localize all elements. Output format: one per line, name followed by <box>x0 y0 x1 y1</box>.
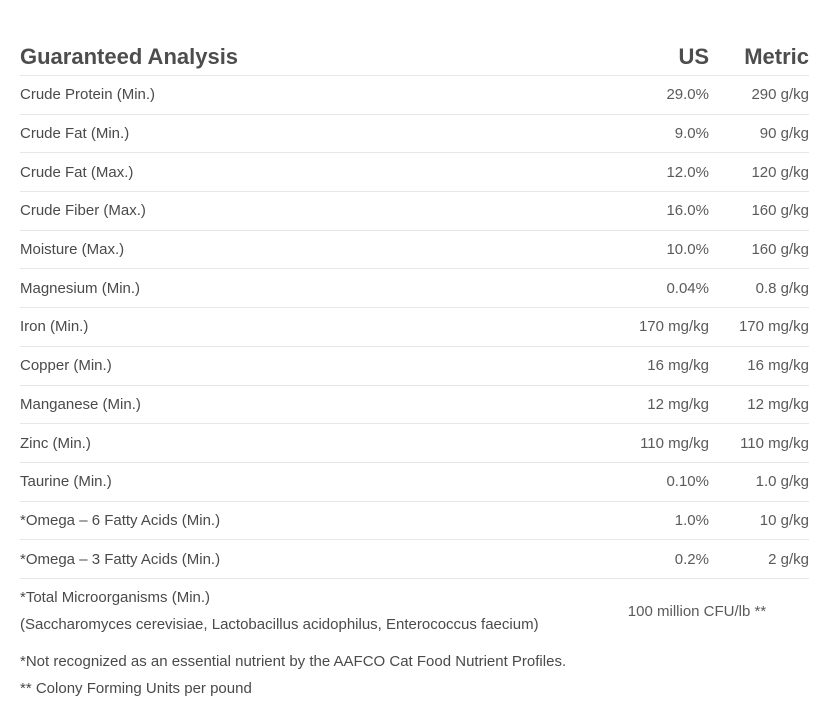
table-header: Guaranteed Analysis US Metric <box>20 38 809 76</box>
metric-value: 120 g/kg <box>751 163 809 181</box>
us-value: 12 mg/kg <box>647 395 709 413</box>
metric-value: 16 mg/kg <box>747 357 809 375</box>
table-row: Crude Fat (Max.) 12.0% 120 g/kg <box>20 153 809 193</box>
footnote-cfu: ** Colony Forming Units per pound <box>20 680 252 697</box>
nutrient-name: Magnesium (Min.) <box>20 279 141 297</box>
table-row: Iron (Min.) 170 mg/kg 170 mg/kg <box>20 308 809 347</box>
metric-value: 0.8 g/kg <box>755 279 809 297</box>
nutrient-name: Taurine (Min.) <box>20 473 112 491</box>
nutrient-name: *Omega – 6 Fatty Acids (Min.) <box>20 511 221 529</box>
nutrient-name: Moisture (Max.) <box>20 241 125 259</box>
metric-value: 1.0 g/kg <box>755 473 809 491</box>
metric-value: 2 g/kg <box>768 550 809 568</box>
nutrient-name: Manganese (Min.) <box>20 395 141 413</box>
metric-value: 160 g/kg <box>751 202 809 220</box>
footnotes: *Not recognized as an essential nutrient… <box>20 648 566 702</box>
metric-value: 290 g/kg <box>751 86 809 104</box>
footnote-essential-nutrient: *Not recognized as an essential nutrient… <box>20 653 567 670</box>
metric-value: 12 mg/kg <box>747 395 809 413</box>
nutrient-name: Zinc (Min.) <box>20 434 91 452</box>
us-value: 10.0% <box>666 241 709 259</box>
us-column-header: US <box>678 43 709 69</box>
us-value: 0.10% <box>666 473 709 491</box>
us-value: 1.0% <box>674 511 709 529</box>
table-row: Crude Fat (Min.) 9.0% 90 g/kg <box>20 115 809 154</box>
microorganisms-detail: (Saccharomyces cerevisiae, Lactobacillus… <box>20 616 539 634</box>
microorganisms-description: *Total Microorganisms (Min.) (Saccharomy… <box>20 584 597 638</box>
table-row: Moisture (Max.) 10.0% 160 g/kg <box>20 231 809 270</box>
us-value: 16.0% <box>666 202 709 220</box>
nutrient-name: Crude Fat (Max.) <box>20 163 134 181</box>
us-value: 170 mg/kg <box>638 318 709 336</box>
table-row: Crude Protein (Min.) 29.0% 290 g/kg <box>20 76 809 115</box>
us-value: 16 mg/kg <box>647 357 709 375</box>
nutrient-name: Crude Fat (Min.) <box>20 125 130 143</box>
nutrient-name: Iron (Min.) <box>20 318 89 336</box>
microorganisms-value: 100 million CFU/lb ** <box>627 602 767 620</box>
us-value: 110 mg/kg <box>640 434 709 452</box>
metric-value: 10 g/kg <box>759 511 809 529</box>
table-title: Guaranteed Analysis <box>20 43 239 69</box>
nutrient-name: *Omega – 3 Fatty Acids (Min.) <box>20 550 221 568</box>
table-row: Taurine (Min.) 0.10% 1.0 g/kg <box>20 463 809 502</box>
microorganisms-name: *Total Microorganisms (Min.) <box>20 589 211 607</box>
us-value: 9.0% <box>674 125 709 143</box>
metric-column-header: Metric <box>744 43 809 69</box>
us-value: 0.04% <box>666 279 709 297</box>
analysis-table: Guaranteed Analysis US Metric Crude Prot… <box>20 38 809 644</box>
table-row: Manganese (Min.) 12 mg/kg 12 mg/kg <box>20 386 809 425</box>
nutrient-name: Copper (Min.) <box>20 357 112 375</box>
metric-value: 110 mg/kg <box>740 434 809 452</box>
table-row: Magnesium (Min.) 0.04% 0.8 g/kg <box>20 269 809 309</box>
us-value: 29.0% <box>666 86 709 104</box>
table-row: *Omega – 3 Fatty Acids (Min.) 0.2% 2 g/k… <box>20 540 809 579</box>
table-row: *Omega – 6 Fatty Acids (Min.) 1.0% 10 g/… <box>20 502 809 541</box>
nutrient-name: Crude Protein (Min.) <box>20 86 156 104</box>
table-row: Zinc (Min.) 110 mg/kg 110 mg/kg <box>20 424 809 463</box>
us-value: 12.0% <box>666 163 709 181</box>
us-value: 0.2% <box>674 550 709 568</box>
microorganisms-row: *Total Microorganisms (Min.) (Saccharomy… <box>20 579 809 644</box>
table-row: Copper (Min.) 16 mg/kg 16 mg/kg <box>20 347 809 386</box>
metric-value: 160 g/kg <box>751 241 809 259</box>
metric-value: 90 g/kg <box>759 125 809 143</box>
nutrient-name: Crude Fiber (Max.) <box>20 202 146 220</box>
metric-value: 170 mg/kg <box>738 318 809 336</box>
table-row: Crude Fiber (Max.) 16.0% 160 g/kg <box>20 192 809 231</box>
